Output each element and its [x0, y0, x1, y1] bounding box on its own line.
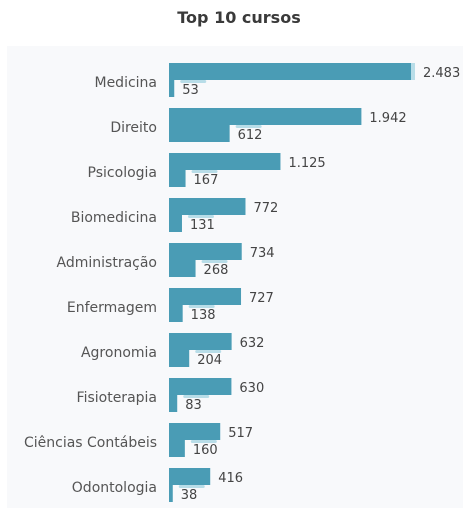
bar-series-2-highlight — [191, 170, 218, 173]
data-label-series-2: 160 — [193, 443, 218, 458]
data-label-series-1: 734 — [250, 246, 275, 261]
data-label-series-2: 83 — [185, 398, 202, 413]
bar-series-2 — [169, 125, 230, 142]
bar-series-1-highlight — [411, 63, 415, 80]
bar-series-2 — [169, 395, 178, 412]
bar-series-2-highlight — [183, 395, 210, 398]
bar-series-2-highlight — [235, 125, 262, 128]
bar-series-2-highlight — [201, 260, 228, 263]
bar-series-1 — [169, 288, 242, 305]
bar-series-2 — [169, 485, 173, 502]
category-label: Ciências Contábeis — [24, 435, 157, 451]
data-label-series-2: 268 — [204, 263, 229, 278]
bar-series-2 — [169, 80, 175, 97]
bar-series-2-highlight — [187, 215, 214, 218]
bar-series-2-highlight — [180, 80, 207, 83]
bar-series-2 — [169, 170, 186, 187]
data-label-series-1: 772 — [253, 201, 278, 216]
data-label-series-1: 1.125 — [288, 156, 325, 171]
bar-series-1 — [169, 108, 362, 125]
data-label-series-2: 138 — [191, 308, 216, 323]
data-label-series-2: 167 — [194, 173, 219, 188]
data-label-series-2: 131 — [190, 218, 215, 233]
bar-series-2-highlight — [195, 350, 222, 353]
bar-series-2 — [169, 305, 183, 322]
bar-series-2 — [169, 440, 185, 457]
data-label-series-1: 2.483 — [423, 66, 460, 81]
bar-series-2-highlight — [178, 485, 205, 488]
bar-series-1 — [169, 468, 211, 485]
data-label-series-2: 612 — [238, 128, 263, 143]
category-label: Psicologia — [88, 165, 157, 181]
category-label: Enfermagem — [67, 300, 157, 316]
bar-series-2-highlight — [190, 440, 217, 443]
category-label: Biomedicina — [71, 210, 157, 226]
data-label-series-2: 38 — [181, 488, 198, 503]
data-label-series-1: 632 — [240, 336, 265, 351]
bar-series-2-highlight — [188, 305, 215, 308]
bar-series-1 — [169, 153, 281, 170]
data-label-series-1: 727 — [249, 291, 274, 306]
bar-series-1 — [169, 198, 246, 215]
bar-series-1 — [169, 378, 232, 395]
bar-series-1 — [169, 423, 221, 440]
data-label-series-1: 517 — [228, 426, 253, 441]
data-label-series-1: 1.942 — [369, 111, 406, 126]
category-label: Direito — [110, 120, 157, 136]
data-label-series-1: 416 — [218, 471, 243, 486]
category-label: Odontologia — [72, 480, 157, 496]
bar-series-1 — [169, 333, 232, 350]
data-label-series-2: 204 — [197, 353, 222, 368]
bar-series-2 — [169, 350, 190, 367]
category-label: Medicina — [94, 75, 157, 91]
bar-series-2 — [169, 260, 196, 277]
category-label: Administração — [57, 255, 157, 271]
category-label: Agronomia — [81, 345, 157, 361]
category-label: Fisioterapia — [77, 390, 157, 406]
bar-series-1 — [169, 63, 415, 80]
chart-title: Top 10 cursos — [177, 8, 301, 27]
bar-series-2 — [169, 215, 182, 232]
data-label-series-1: 630 — [239, 381, 264, 396]
bar-series-1 — [169, 243, 242, 260]
data-label-series-2: 53 — [182, 83, 199, 98]
